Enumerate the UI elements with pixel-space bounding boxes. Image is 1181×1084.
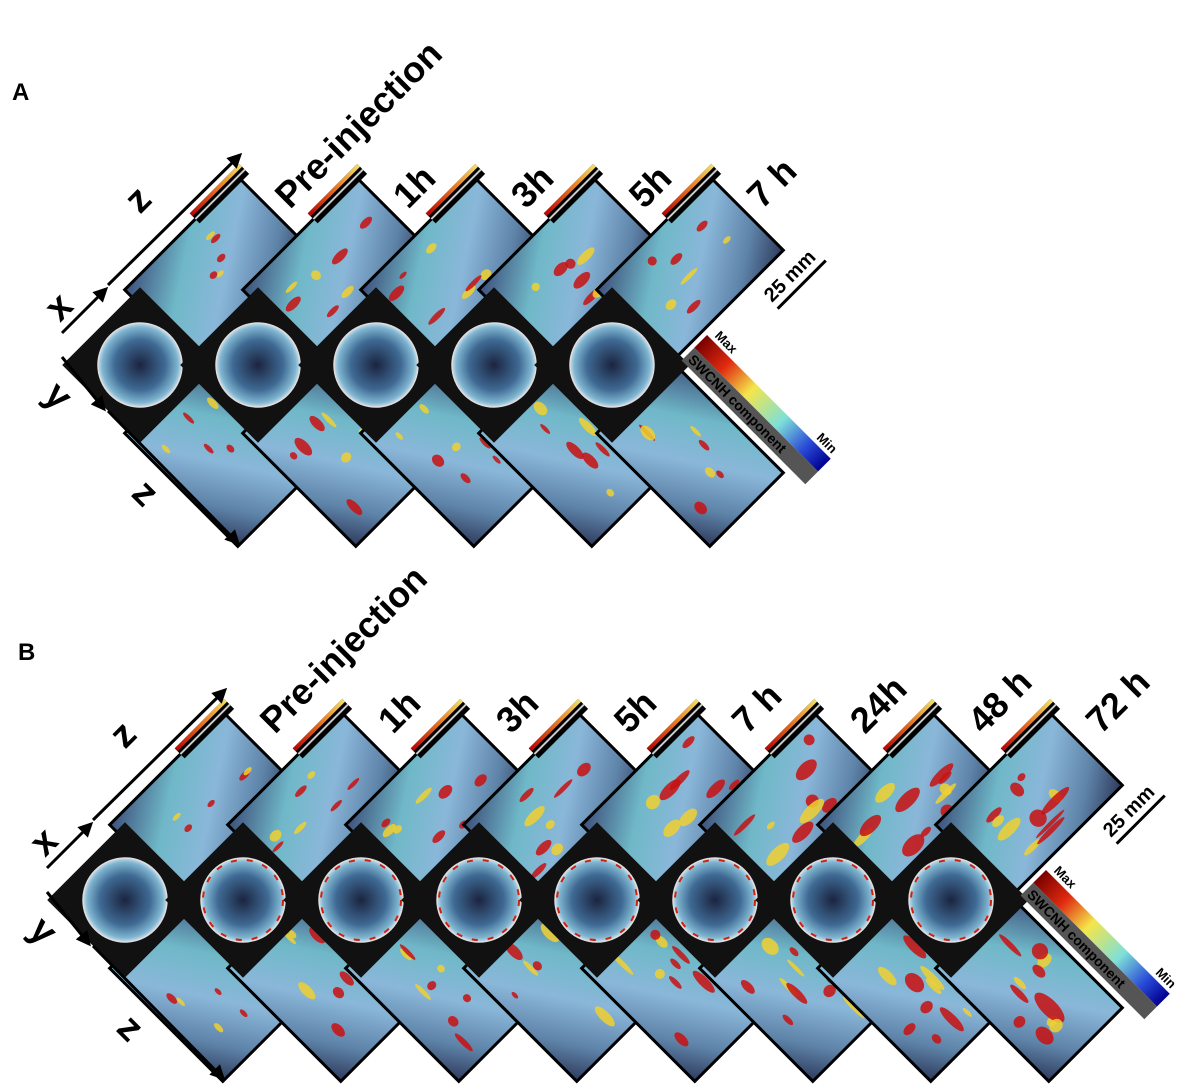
axis-label: z [124,472,167,515]
cross-section [201,858,285,942]
cross-section [437,858,521,942]
cross-section [452,323,536,407]
cross-section [909,858,993,942]
cross-section [673,858,757,942]
cross-section [555,858,639,942]
cross-section [334,323,418,407]
axis-label: z [102,713,145,756]
axis-label: x [37,285,82,330]
axis-label: y [21,909,66,954]
figure: APre-injection1h3h5h7 hzxyz25 mmMaxMinSW… [0,0,1181,1084]
timepoint-label: 7 h [724,675,790,741]
cross-section [570,323,654,407]
panel-label: B [18,639,35,666]
timepoint-label: 7 h [739,150,805,216]
cross-section [319,858,403,942]
axis-label: x [22,820,67,865]
axis-label: y [36,374,81,419]
page: APre-injection1h3h5h7 hzxyz25 mmMaxMinSW… [0,0,1181,1084]
axis-label: z [117,178,160,221]
timepoint-label: 5h [606,682,665,741]
cross-section [83,858,167,942]
axis-label: z [109,1007,152,1050]
timepoint-label: 1h [370,682,429,741]
panel-label: A [12,79,29,106]
panel: Pre-injection1h3h5h7 h24h48 h72 hzxyz25 … [21,557,1181,1081]
cross-section [791,858,875,942]
timepoint-label: 3h [488,682,547,741]
cross-section [216,323,300,407]
timepoint-label: 72 h [1078,661,1158,741]
cross-section [98,323,182,407]
